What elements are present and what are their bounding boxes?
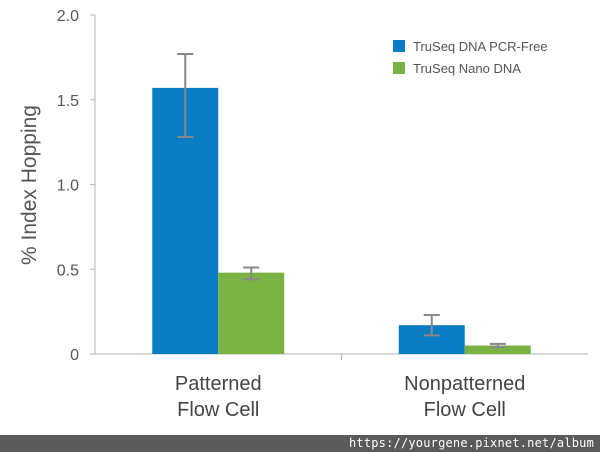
error-bars <box>177 52 506 349</box>
watermark-bar: https://yourgene.pixnet.net/album <box>0 435 600 452</box>
y-tick-label: 2.0 <box>57 8 79 25</box>
y-tick-label: 0 <box>70 347 79 364</box>
bar-chart: % Index Hopping 0 0.5 1.0 1.5 2.0 Patterned F… <box>18 8 588 421</box>
x-category-label: Patterned Flow Cell <box>175 373 262 421</box>
legend-label: TruSeq Nano DNA <box>413 61 521 76</box>
x-category-label-line: Flow Cell <box>177 399 259 421</box>
x-category-labels: Patterned Flow Cell Nonpatterned Flow Cell <box>175 373 525 421</box>
bars <box>152 87 531 354</box>
y-tick-label: 0.5 <box>57 262 79 279</box>
bar <box>218 272 285 354</box>
legend-swatch <box>393 40 405 52</box>
x-category-label: Nonpatterned Flow Cell <box>404 373 525 421</box>
x-category-label-line: Flow Cell <box>424 399 506 421</box>
y-ticks: 0 0.5 1.0 1.5 2.0 <box>57 8 95 364</box>
y-tick-label: 1.5 <box>57 93 79 110</box>
x-category-label-line: Patterned <box>175 373 262 395</box>
legend: TruSeq DNA PCR-Free TruSeq Nano DNA <box>393 39 548 76</box>
y-axis-label: % Index Hopping <box>18 105 41 265</box>
watermark-url: https://yourgene.pixnet.net/album <box>348 436 594 450</box>
y-tick-label: 1.0 <box>57 178 79 195</box>
legend-label: TruSeq DNA PCR-Free <box>413 39 548 54</box>
legend-swatch <box>393 62 405 74</box>
x-category-label-line: Nonpatterned <box>404 373 525 395</box>
bar <box>464 345 531 354</box>
